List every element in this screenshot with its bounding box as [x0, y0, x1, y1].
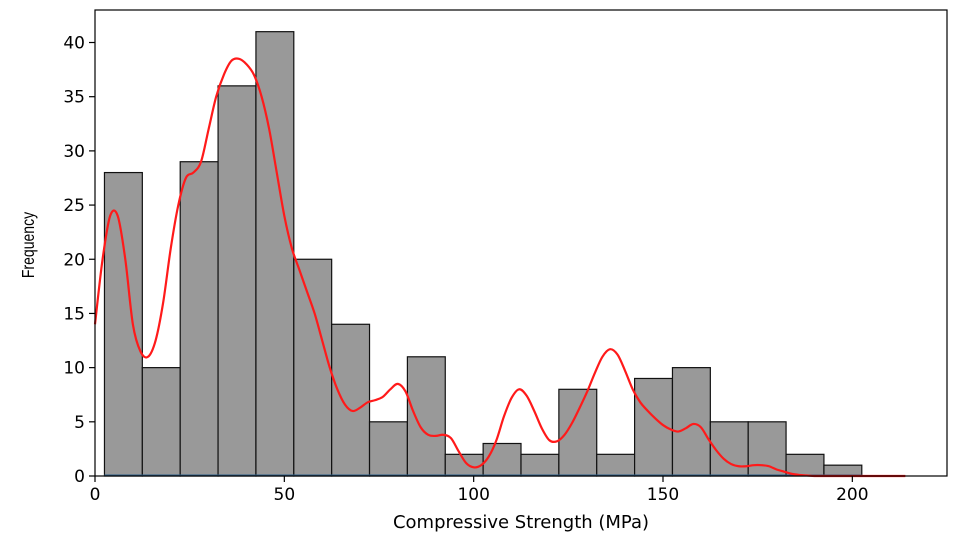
- kde-curve: [93, 57, 906, 478]
- x-tick-label-100: 100: [457, 485, 489, 505]
- histogram-bar-12: [558, 388, 598, 477]
- y-tick-label-0: 0: [74, 467, 85, 487]
- bars-group: [103, 31, 863, 477]
- histogram-bar-7: [368, 421, 408, 477]
- x-tick-label-150: 150: [647, 485, 679, 505]
- histogram-bar-3: [217, 85, 257, 477]
- y-tick-label-30: 30: [63, 142, 85, 162]
- y-tick-label-40: 40: [63, 34, 85, 54]
- x-tick-label-200: 200: [836, 485, 868, 505]
- x-tick-label-50: 50: [274, 485, 296, 505]
- histogram-bar-8: [406, 356, 446, 477]
- histogram-bar-17: [747, 421, 787, 477]
- y-tick-label-10: 10: [63, 359, 85, 379]
- histogram-bar-4: [255, 31, 295, 477]
- histogram-bar-11: [520, 453, 560, 477]
- histogram-bar-15: [671, 367, 711, 477]
- y-tick-label-5: 5: [74, 413, 85, 433]
- histogram-bar-19: [823, 464, 863, 477]
- y-axis-ticks: 0 5 10 15 20 25 30 35 40: [63, 34, 95, 487]
- y-tick-label-25: 25: [63, 196, 85, 216]
- histogram-bar-0: [103, 171, 143, 477]
- histogram-bar-10: [482, 442, 522, 477]
- histogram-bar-2: [179, 161, 219, 477]
- y-tick-label-15: 15: [63, 304, 85, 324]
- histogram-bar-5: [293, 258, 333, 477]
- x-tick-label-0: 0: [90, 485, 101, 505]
- histogram-bar-9: [444, 453, 484, 477]
- histogram-bar-1: [141, 367, 181, 477]
- y-tick-label-20: 20: [63, 250, 85, 270]
- y-tick-label-35: 35: [63, 88, 85, 108]
- plot-frame: [94, 9, 948, 477]
- histogram-bar-6: [331, 323, 371, 477]
- x-axis-label: Compressive Strength (MPa): [393, 512, 649, 533]
- x-axis-ticks: 0 50 100 150 200: [90, 476, 869, 505]
- y-axis-label: Frequency: [18, 211, 38, 278]
- histogram-bar-13: [596, 453, 636, 477]
